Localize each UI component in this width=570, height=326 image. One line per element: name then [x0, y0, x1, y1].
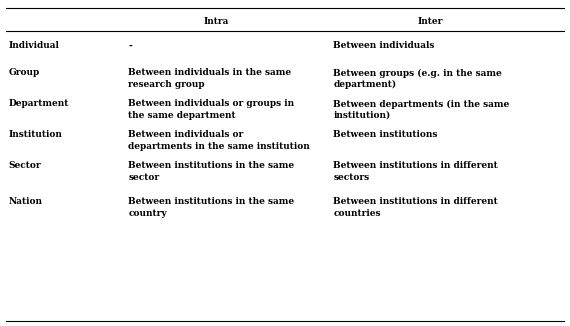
- Text: Individual: Individual: [9, 41, 59, 50]
- Text: Between institutions: Between institutions: [333, 130, 438, 140]
- Text: Group: Group: [9, 68, 40, 78]
- Text: Between institutions in different
countries: Between institutions in different countr…: [333, 197, 498, 218]
- Text: Between departments (in the same
institution): Between departments (in the same institu…: [333, 99, 510, 120]
- Text: Sector: Sector: [9, 161, 41, 170]
- Text: Nation: Nation: [9, 197, 43, 206]
- Text: Intra: Intra: [204, 17, 229, 26]
- Text: Between institutions in the same
sector: Between institutions in the same sector: [128, 161, 294, 182]
- Text: Between individuals in the same
research group: Between individuals in the same research…: [128, 68, 291, 89]
- Text: Between institutions in the same
country: Between institutions in the same country: [128, 197, 294, 218]
- Text: Department: Department: [9, 99, 69, 109]
- Text: -: -: [128, 41, 132, 50]
- Text: Between individuals or
departments in the same institution: Between individuals or departments in th…: [128, 130, 310, 151]
- Text: Institution: Institution: [9, 130, 63, 140]
- Text: Between institutions in different
sectors: Between institutions in different sector…: [333, 161, 498, 182]
- Text: Between individuals: Between individuals: [333, 41, 435, 50]
- Text: Inter: Inter: [418, 17, 443, 26]
- Text: Between individuals or groups in
the same department: Between individuals or groups in the sam…: [128, 99, 294, 120]
- Text: Between groups (e.g. in the same
department): Between groups (e.g. in the same departm…: [333, 68, 502, 89]
